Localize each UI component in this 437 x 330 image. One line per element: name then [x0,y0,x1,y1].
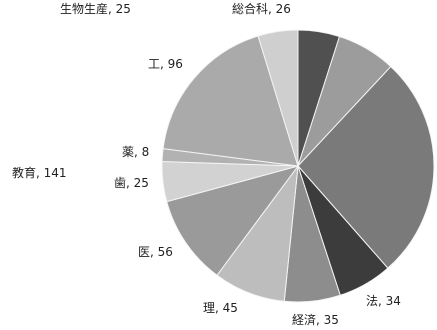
slice-label-歯: 歯, 25 [114,176,149,190]
pie-slices [161,29,435,303]
slice-label-生物生産: 生物生産, 25 [60,1,131,16]
slice-label-総合科: 総合科, 26 [232,1,291,16]
pie-labels: 総合科, 26 法, 34 経済, 35 理, 45 医, 56 歯, 25 薬… [12,1,401,327]
slice-label-経済: 経済, 35 [292,312,339,327]
slice-label-法: 法, 34 [366,294,401,308]
slice-label-教育: 教育, 141 [12,165,67,180]
slice-label-理: 理, 45 [203,301,238,315]
pie-slice-工 [162,35,299,167]
pie-slice-医 [166,165,300,276]
slice-label-医: 医, 56 [138,245,173,259]
pie-slice-生物生産 [257,29,299,167]
slice-label-工: 工, 96 [148,57,183,71]
slice-label-薬: 薬, 8 [122,145,149,159]
pie-slice-slice-2 [297,65,435,269]
